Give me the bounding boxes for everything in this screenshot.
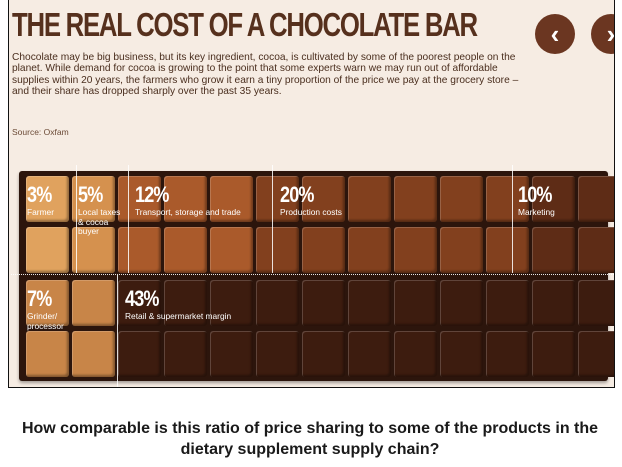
chocolate-bar-graphic: 3% Farmer 5% Local taxes & cocoa buyer 1… xyxy=(11,165,614,387)
chocolate-square-transport xyxy=(210,176,253,222)
segment-marketing-percent: 10% xyxy=(518,182,552,207)
segment-farmer: 3% Farmer xyxy=(27,184,73,218)
chocolate-square-production xyxy=(302,227,345,273)
chocolate-square-farmer xyxy=(26,227,69,273)
chocolate-square-grinder xyxy=(26,331,69,377)
chocolate-square-production xyxy=(394,176,437,222)
segment-transport-percent: 12% xyxy=(135,182,169,207)
segment-divider xyxy=(76,165,77,273)
chocolate-square-transport xyxy=(118,176,161,222)
chocolate-square-production xyxy=(440,227,483,273)
chocolate-square-retail xyxy=(302,280,345,326)
chocolate-square-grinder xyxy=(72,331,115,377)
segment-divider xyxy=(272,165,273,273)
chocolate-square-retail xyxy=(348,280,391,326)
chocolate-square-production xyxy=(348,176,391,222)
chocolate-square-local-taxes xyxy=(72,227,115,273)
chocolate-square-grinder xyxy=(72,280,115,326)
infographic-title: THE REAL COST OF A CHOCOLATE BAR xyxy=(12,6,478,43)
chocolate-square-marketing xyxy=(578,176,614,222)
chocolate-square-retail xyxy=(394,280,437,326)
chevron-right-icon: › xyxy=(606,19,615,49)
chocolate-square-production xyxy=(394,227,437,273)
chocolate-square-production xyxy=(302,176,345,222)
chocolate-square-farmer xyxy=(26,176,69,222)
chocolate-square-retail xyxy=(440,280,483,326)
chevron-left-icon: ‹ xyxy=(550,19,560,49)
chocolate-square-retail xyxy=(532,331,575,377)
chocolate-square-retail xyxy=(256,331,299,377)
chocolate-square-retail xyxy=(302,331,345,377)
question-caption: How comparable is this ratio of price sh… xyxy=(21,420,599,458)
chocolate-square-marketing xyxy=(578,227,614,273)
chocolate-square-production xyxy=(256,227,299,273)
chocolate-square-retail xyxy=(256,280,299,326)
segment-production: 20% Production costs xyxy=(280,184,350,218)
chocolate-square-retail xyxy=(210,280,253,326)
chocolate-square-marketing xyxy=(532,227,575,273)
chocolate-square-retail xyxy=(486,280,529,326)
chocolate-square-production xyxy=(256,176,299,222)
segment-local-taxes-label: Local taxes & cocoa buyer xyxy=(78,207,121,236)
chocolate-square-marketing xyxy=(532,176,575,222)
chocolate-square-retail xyxy=(486,331,529,377)
segment-divider xyxy=(128,165,129,273)
segment-marketing-label: Marketing xyxy=(518,207,555,217)
segment-retail-percent: 43% xyxy=(125,286,159,311)
chocolate-square-retail xyxy=(210,331,253,377)
chocolate-square-retail xyxy=(578,280,614,326)
segment-production-label: Production costs xyxy=(280,207,342,217)
chocolate-square-local-taxes xyxy=(72,176,115,222)
chocolate-square-production xyxy=(486,176,529,222)
infographic-panel: THE REAL COST OF A CHOCOLATE BAR ‹ › Cho… xyxy=(8,0,615,388)
segment-grinder: 7% Grinder/ processor xyxy=(27,288,87,331)
chocolate-square-retail xyxy=(164,331,207,377)
chocolate-bar xyxy=(19,171,614,381)
chocolate-square-retail xyxy=(532,280,575,326)
chocolate-square-retail xyxy=(164,280,207,326)
chocolate-square-retail xyxy=(394,331,437,377)
chocolate-square-transport xyxy=(210,227,253,273)
previous-button[interactable]: ‹ xyxy=(535,14,575,54)
segment-farmer-percent: 3% xyxy=(27,182,52,207)
chocolate-square-production xyxy=(348,227,391,273)
chocolate-square-grinder xyxy=(26,280,69,326)
segment-marketing: 10% Marketing xyxy=(518,184,598,218)
chocolate-square-transport xyxy=(118,227,161,273)
chocolate-square-retail xyxy=(578,331,614,377)
segment-farmer-label: Farmer xyxy=(27,207,54,217)
intro-text: Chocolate may be big business, but its k… xyxy=(12,52,519,98)
segment-retail-label: Retail & supermarket margin xyxy=(125,311,232,321)
segment-divider xyxy=(117,275,118,387)
segment-production-percent: 20% xyxy=(280,182,314,207)
chocolate-square-retail xyxy=(348,331,391,377)
segment-transport-label: Transport, storage and trade xyxy=(135,207,241,217)
segment-transport: 12% Transport, storage and trade xyxy=(135,184,245,218)
segment-retail: 43% Retail & supermarket margin xyxy=(125,288,245,322)
chocolate-square-retail xyxy=(118,280,161,326)
segment-grinder-percent: 7% xyxy=(27,286,52,311)
row-divider xyxy=(11,274,614,275)
chocolate-square-production xyxy=(486,227,529,273)
segment-divider xyxy=(512,165,513,273)
next-button[interactable]: › xyxy=(591,14,615,54)
source-credit: Source: Oxfam xyxy=(12,127,69,137)
chocolate-square-transport xyxy=(164,176,207,222)
segment-local-taxes: 5% Local taxes & cocoa buyer xyxy=(78,184,128,237)
chocolate-square-retail xyxy=(118,331,161,377)
segment-local-taxes-percent: 5% xyxy=(78,182,103,207)
chocolate-square-production xyxy=(440,176,483,222)
segment-grinder-label: Grinder/ processor xyxy=(27,311,64,331)
chocolate-square-transport xyxy=(164,227,207,273)
chocolate-square-retail xyxy=(440,331,483,377)
